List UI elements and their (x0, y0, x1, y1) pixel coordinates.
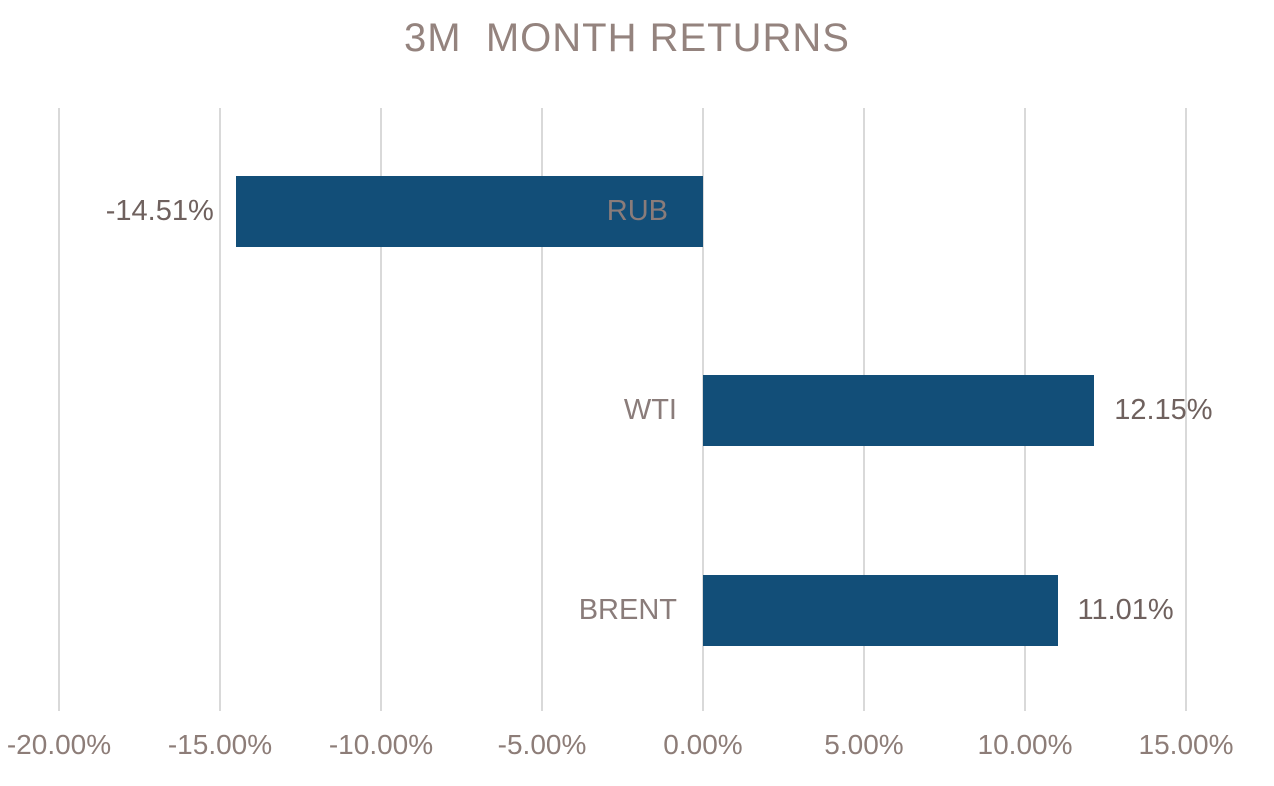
x-tick-label: -5.00% (497, 729, 587, 760)
data-label-wti: 12.15% (1114, 394, 1213, 426)
bar-rub (235, 176, 703, 247)
x-tick-label: -20.00% (6, 729, 112, 760)
x-tick-label: 5.00% (824, 729, 904, 760)
gridline (1185, 108, 1187, 711)
data-label-rub: -14.51% (105, 195, 214, 227)
x-tick-label: -10.00% (328, 729, 434, 760)
x-tick-label: -15.00% (167, 729, 273, 760)
category-label-wti: WTI (623, 394, 677, 426)
bar-brent (703, 575, 1058, 646)
data-label-brent: 11.01% (1077, 594, 1174, 626)
gridline (541, 108, 543, 711)
x-tick-label: 0.00% (663, 729, 743, 760)
x-tick-label: 10.00% (977, 729, 1073, 760)
gridline (58, 108, 60, 711)
chart-title: 3M MONTH RETURNS (404, 16, 850, 60)
bar-wti (703, 375, 1095, 446)
category-label-rub: RUB (606, 195, 668, 227)
gridline (219, 108, 221, 711)
x-tick-label: 15.00% (1138, 729, 1234, 760)
category-label-brent: BRENT (578, 594, 677, 626)
gridline (380, 108, 382, 711)
